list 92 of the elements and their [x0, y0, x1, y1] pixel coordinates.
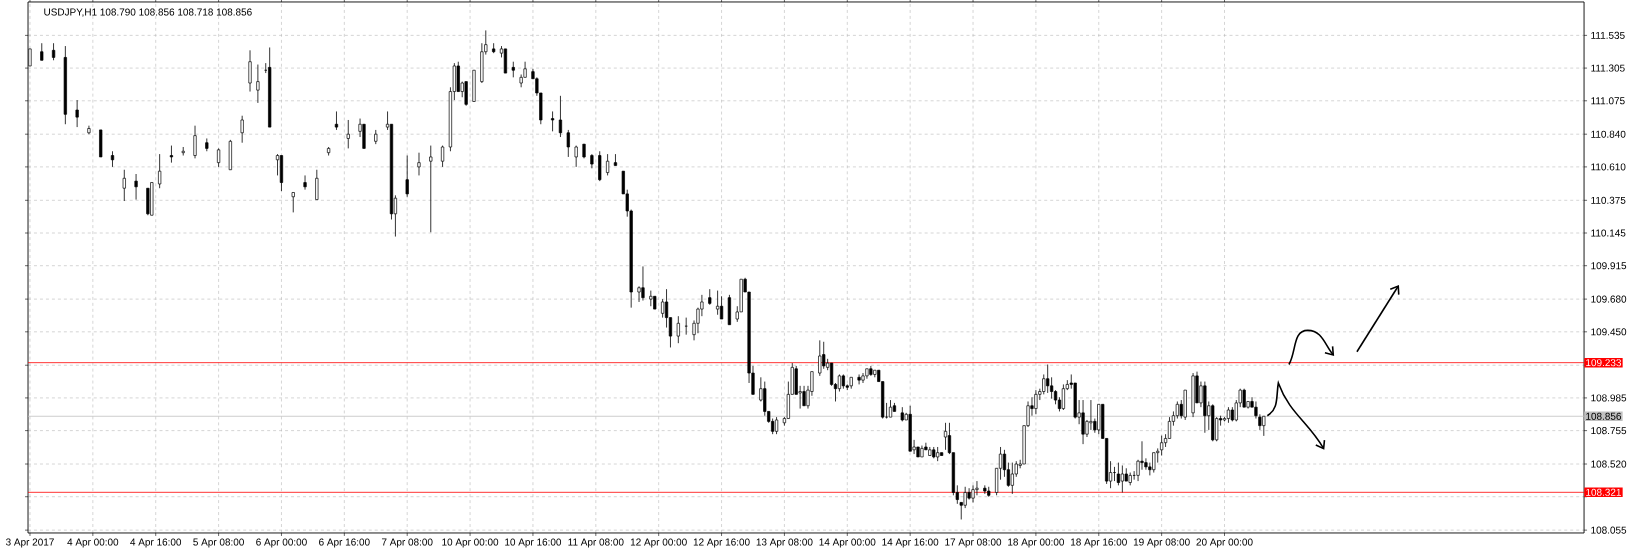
- x-tick-label: 7 Apr 08:00: [381, 538, 433, 548]
- candlestick: [1116, 462, 1121, 486]
- y-tick-label: 109.915: [1591, 262, 1627, 270]
- candlestick: [417, 152, 421, 176]
- y-tick-label: 110.610: [1591, 163, 1626, 171]
- y-tick-label: 110.840: [1591, 130, 1626, 138]
- candlestick: [802, 385, 806, 407]
- candlestick: [637, 285, 641, 303]
- candlestick: [110, 150, 115, 168]
- candlestick: [719, 295, 724, 320]
- candlestick: [861, 372, 865, 384]
- candlestick: [1081, 399, 1085, 445]
- candlestick: [1167, 416, 1172, 439]
- x-tick-label: 6 Apr 00:00: [256, 538, 307, 548]
- y-tick-label: 108.755: [1591, 427, 1627, 435]
- candlestick: [158, 153, 162, 189]
- candlestick: [315, 169, 319, 200]
- candlestick: [511, 61, 515, 78]
- text: USDJPY,H1 108.790 108.856 108.718 108.856: [44, 8, 252, 17]
- candlestick: [216, 148, 221, 168]
- candlestick: [1262, 415, 1266, 437]
- y-tick-label: 108.520: [1591, 460, 1627, 468]
- x-tick-label: 12 Apr 16:00: [693, 538, 750, 548]
- candlestick: [676, 315, 680, 344]
- candlestick: [1034, 389, 1038, 415]
- x-tick-label: 20 Apr 00:00: [1196, 538, 1253, 548]
- candlestick: [550, 111, 555, 132]
- y-tick-label: 109.450: [1591, 328, 1627, 336]
- candlestick: [134, 173, 138, 200]
- x-tick-label: 4 Apr 00:00: [67, 538, 119, 548]
- x-tick-label: 3 Apr 2017: [5, 538, 54, 548]
- candlestick: [1010, 462, 1014, 495]
- candlestick: [822, 341, 826, 370]
- candlestick: [661, 298, 665, 318]
- y-tick-label: 111.305: [1591, 64, 1625, 72]
- candlestick: [240, 115, 244, 144]
- candlestick: [291, 192, 295, 213]
- x-tick-label: 19 Apr 08:00: [1133, 538, 1190, 548]
- candlestick: [649, 290, 653, 307]
- x-tick-label: 5 Apr 08:00: [193, 538, 244, 548]
- candlestick: [558, 95, 563, 138]
- candlestick: [169, 145, 174, 164]
- candlestick: [716, 290, 720, 316]
- candlestick: [181, 146, 185, 156]
- x-tick-label: 18 Apr 00:00: [1008, 538, 1065, 548]
- candlestick: [464, 81, 468, 107]
- candlestick: [193, 125, 197, 159]
- candlestick: [75, 99, 79, 128]
- candlestick: [405, 155, 409, 198]
- y-tick-label: 108.985: [1591, 394, 1627, 402]
- candlestick: [1152, 452, 1156, 473]
- candlestick: [122, 169, 126, 202]
- candlestick: [857, 374, 861, 385]
- y-tick-label: 110.375: [1591, 196, 1626, 204]
- candlestick: [256, 64, 260, 104]
- ref-line-label: 109.233: [1586, 359, 1622, 367]
- candlestick: [566, 129, 570, 158]
- candlestick: [1120, 465, 1124, 493]
- y-tick-label: 108.055: [1591, 526, 1627, 534]
- ref-line-label: 108.321: [1586, 488, 1621, 496]
- ref-line-label: 108.856: [1586, 412, 1622, 420]
- x-tick-label: 11 Apr 08:00: [568, 538, 624, 548]
- x-tick-label: 6 Apr 16:00: [319, 538, 370, 548]
- y-tick-label: 111.535: [1591, 31, 1625, 39]
- candlestick: [818, 339, 822, 377]
- candlestick: [303, 175, 307, 191]
- x-tick-label: 17 Apr 08:00: [945, 538, 1002, 548]
- candlestick: [248, 49, 252, 92]
- candlestick: [829, 362, 834, 387]
- candlestick: [605, 153, 610, 176]
- x-tick-label: 14 Apr 16:00: [882, 538, 939, 548]
- candlestick: [1050, 376, 1054, 400]
- y-tick-label: 109.680: [1591, 295, 1627, 303]
- candlestick: [684, 317, 688, 336]
- x-tick-label: 10 Apr 16:00: [505, 538, 562, 548]
- x-tick-label: 10 Apr 00:00: [442, 538, 499, 548]
- candlestick: [429, 145, 433, 233]
- y-tick-label: 110.145: [1591, 229, 1626, 237]
- x-tick-label: 12 Apr 00:00: [630, 538, 687, 548]
- candlestick: [334, 111, 339, 131]
- candlestick: [641, 266, 645, 301]
- candlestick: [943, 422, 948, 451]
- candlestick: [963, 486, 967, 509]
- x-tick-label: 13 Apr 08:00: [756, 538, 813, 548]
- x-tick-label: 18 Apr 16:00: [1071, 538, 1127, 548]
- x-tick-label: 4 Apr 16:00: [130, 538, 182, 548]
- candlestick: [1089, 399, 1093, 431]
- x-tick-label: 14 Apr 00:00: [819, 538, 876, 548]
- candlestick: [346, 119, 350, 149]
- y-tick-label: 111.075: [1591, 97, 1625, 105]
- candlestick: [971, 484, 975, 503]
- candlestick: [1112, 466, 1117, 482]
